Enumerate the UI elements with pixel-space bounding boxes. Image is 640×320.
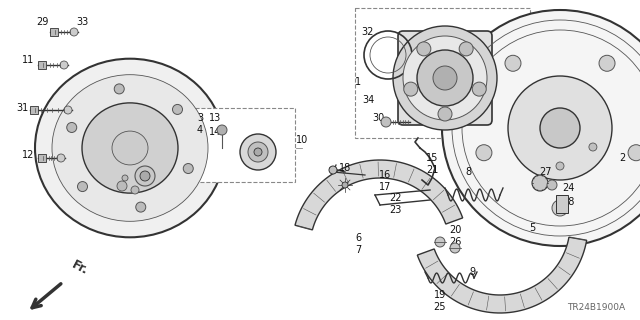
Text: 19: 19 — [434, 290, 446, 300]
Polygon shape — [295, 160, 463, 230]
Circle shape — [135, 166, 155, 186]
Circle shape — [532, 175, 548, 191]
Ellipse shape — [82, 103, 178, 193]
Ellipse shape — [35, 59, 225, 237]
Circle shape — [589, 143, 597, 151]
Text: 3: 3 — [197, 113, 203, 123]
Circle shape — [435, 237, 445, 247]
Circle shape — [114, 84, 124, 94]
Circle shape — [393, 26, 497, 130]
Circle shape — [433, 66, 457, 90]
Text: 2: 2 — [619, 153, 625, 163]
Text: 10: 10 — [296, 135, 308, 145]
Text: 6: 6 — [355, 233, 361, 243]
Circle shape — [217, 125, 227, 135]
Circle shape — [140, 171, 150, 181]
Circle shape — [404, 82, 418, 96]
Text: 17: 17 — [379, 182, 391, 192]
Bar — [30, 106, 38, 114]
Text: 9: 9 — [469, 267, 475, 277]
Circle shape — [476, 145, 492, 161]
Bar — [195, 108, 295, 182]
Circle shape — [403, 36, 487, 120]
Text: 23: 23 — [389, 205, 401, 215]
Ellipse shape — [112, 131, 148, 165]
Circle shape — [556, 162, 564, 170]
Circle shape — [329, 166, 337, 174]
Circle shape — [381, 117, 391, 127]
Circle shape — [508, 76, 612, 180]
Text: 5: 5 — [529, 223, 535, 233]
Circle shape — [628, 145, 640, 161]
Circle shape — [67, 123, 77, 132]
Text: TR24B1900A: TR24B1900A — [567, 303, 625, 312]
Circle shape — [438, 107, 452, 121]
Text: 7: 7 — [355, 245, 361, 255]
Ellipse shape — [52, 75, 208, 221]
Circle shape — [450, 243, 460, 253]
Circle shape — [117, 181, 127, 191]
Text: 15: 15 — [426, 153, 438, 163]
Circle shape — [131, 186, 139, 194]
Text: 11: 11 — [22, 55, 34, 65]
Circle shape — [459, 42, 473, 56]
Text: 18: 18 — [339, 163, 351, 173]
Text: 30: 30 — [372, 113, 384, 123]
Text: 4: 4 — [197, 125, 203, 135]
Circle shape — [248, 142, 268, 162]
Text: 22: 22 — [388, 193, 401, 203]
Circle shape — [417, 42, 431, 56]
Circle shape — [77, 181, 88, 192]
Bar — [355, 8, 530, 138]
Text: 31: 31 — [16, 103, 28, 113]
Text: 24: 24 — [562, 183, 574, 193]
Text: 20: 20 — [449, 225, 461, 235]
Circle shape — [173, 104, 182, 115]
Circle shape — [342, 182, 348, 188]
Bar — [38, 154, 46, 162]
Text: 26: 26 — [449, 237, 461, 247]
Text: 1: 1 — [355, 77, 361, 87]
Circle shape — [505, 55, 521, 71]
Circle shape — [57, 154, 65, 162]
Text: 32: 32 — [362, 27, 374, 37]
Text: 8: 8 — [465, 167, 471, 177]
Circle shape — [254, 148, 262, 156]
Circle shape — [472, 82, 486, 96]
Circle shape — [64, 106, 72, 114]
Text: 12: 12 — [22, 150, 34, 160]
Text: Fr.: Fr. — [69, 259, 90, 278]
FancyBboxPatch shape — [398, 31, 492, 125]
Circle shape — [240, 134, 276, 170]
Text: 27: 27 — [539, 167, 551, 177]
Circle shape — [122, 175, 128, 181]
Text: 34: 34 — [362, 95, 374, 105]
Text: 29: 29 — [36, 17, 48, 27]
Circle shape — [136, 202, 146, 212]
Text: 13: 13 — [209, 113, 221, 123]
Circle shape — [552, 200, 568, 216]
Text: 28: 28 — [562, 197, 574, 207]
Bar — [38, 61, 46, 69]
Polygon shape — [417, 237, 587, 313]
Circle shape — [599, 55, 615, 71]
Circle shape — [540, 108, 580, 148]
Circle shape — [183, 164, 193, 173]
Text: 21: 21 — [426, 165, 438, 175]
Circle shape — [442, 10, 640, 246]
Text: 25: 25 — [434, 302, 446, 312]
Bar — [50, 28, 58, 36]
Text: 14: 14 — [209, 127, 221, 137]
Circle shape — [417, 50, 473, 106]
Circle shape — [70, 28, 78, 36]
Circle shape — [547, 180, 557, 190]
Bar — [556, 195, 568, 213]
Circle shape — [60, 61, 68, 69]
Text: 33: 33 — [76, 17, 88, 27]
Text: 16: 16 — [379, 170, 391, 180]
